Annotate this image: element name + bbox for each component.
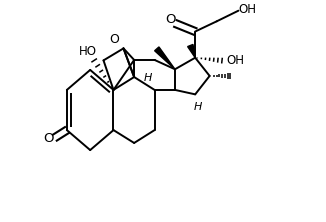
Text: OH: OH [227,54,244,67]
Text: H: H [193,101,201,112]
Polygon shape [155,47,175,69]
Text: OH: OH [238,3,256,16]
Text: O: O [43,132,54,145]
Text: O: O [110,34,120,46]
Text: O: O [165,13,176,26]
Polygon shape [188,44,195,58]
Text: HO: HO [79,45,96,58]
Text: H: H [143,73,152,83]
